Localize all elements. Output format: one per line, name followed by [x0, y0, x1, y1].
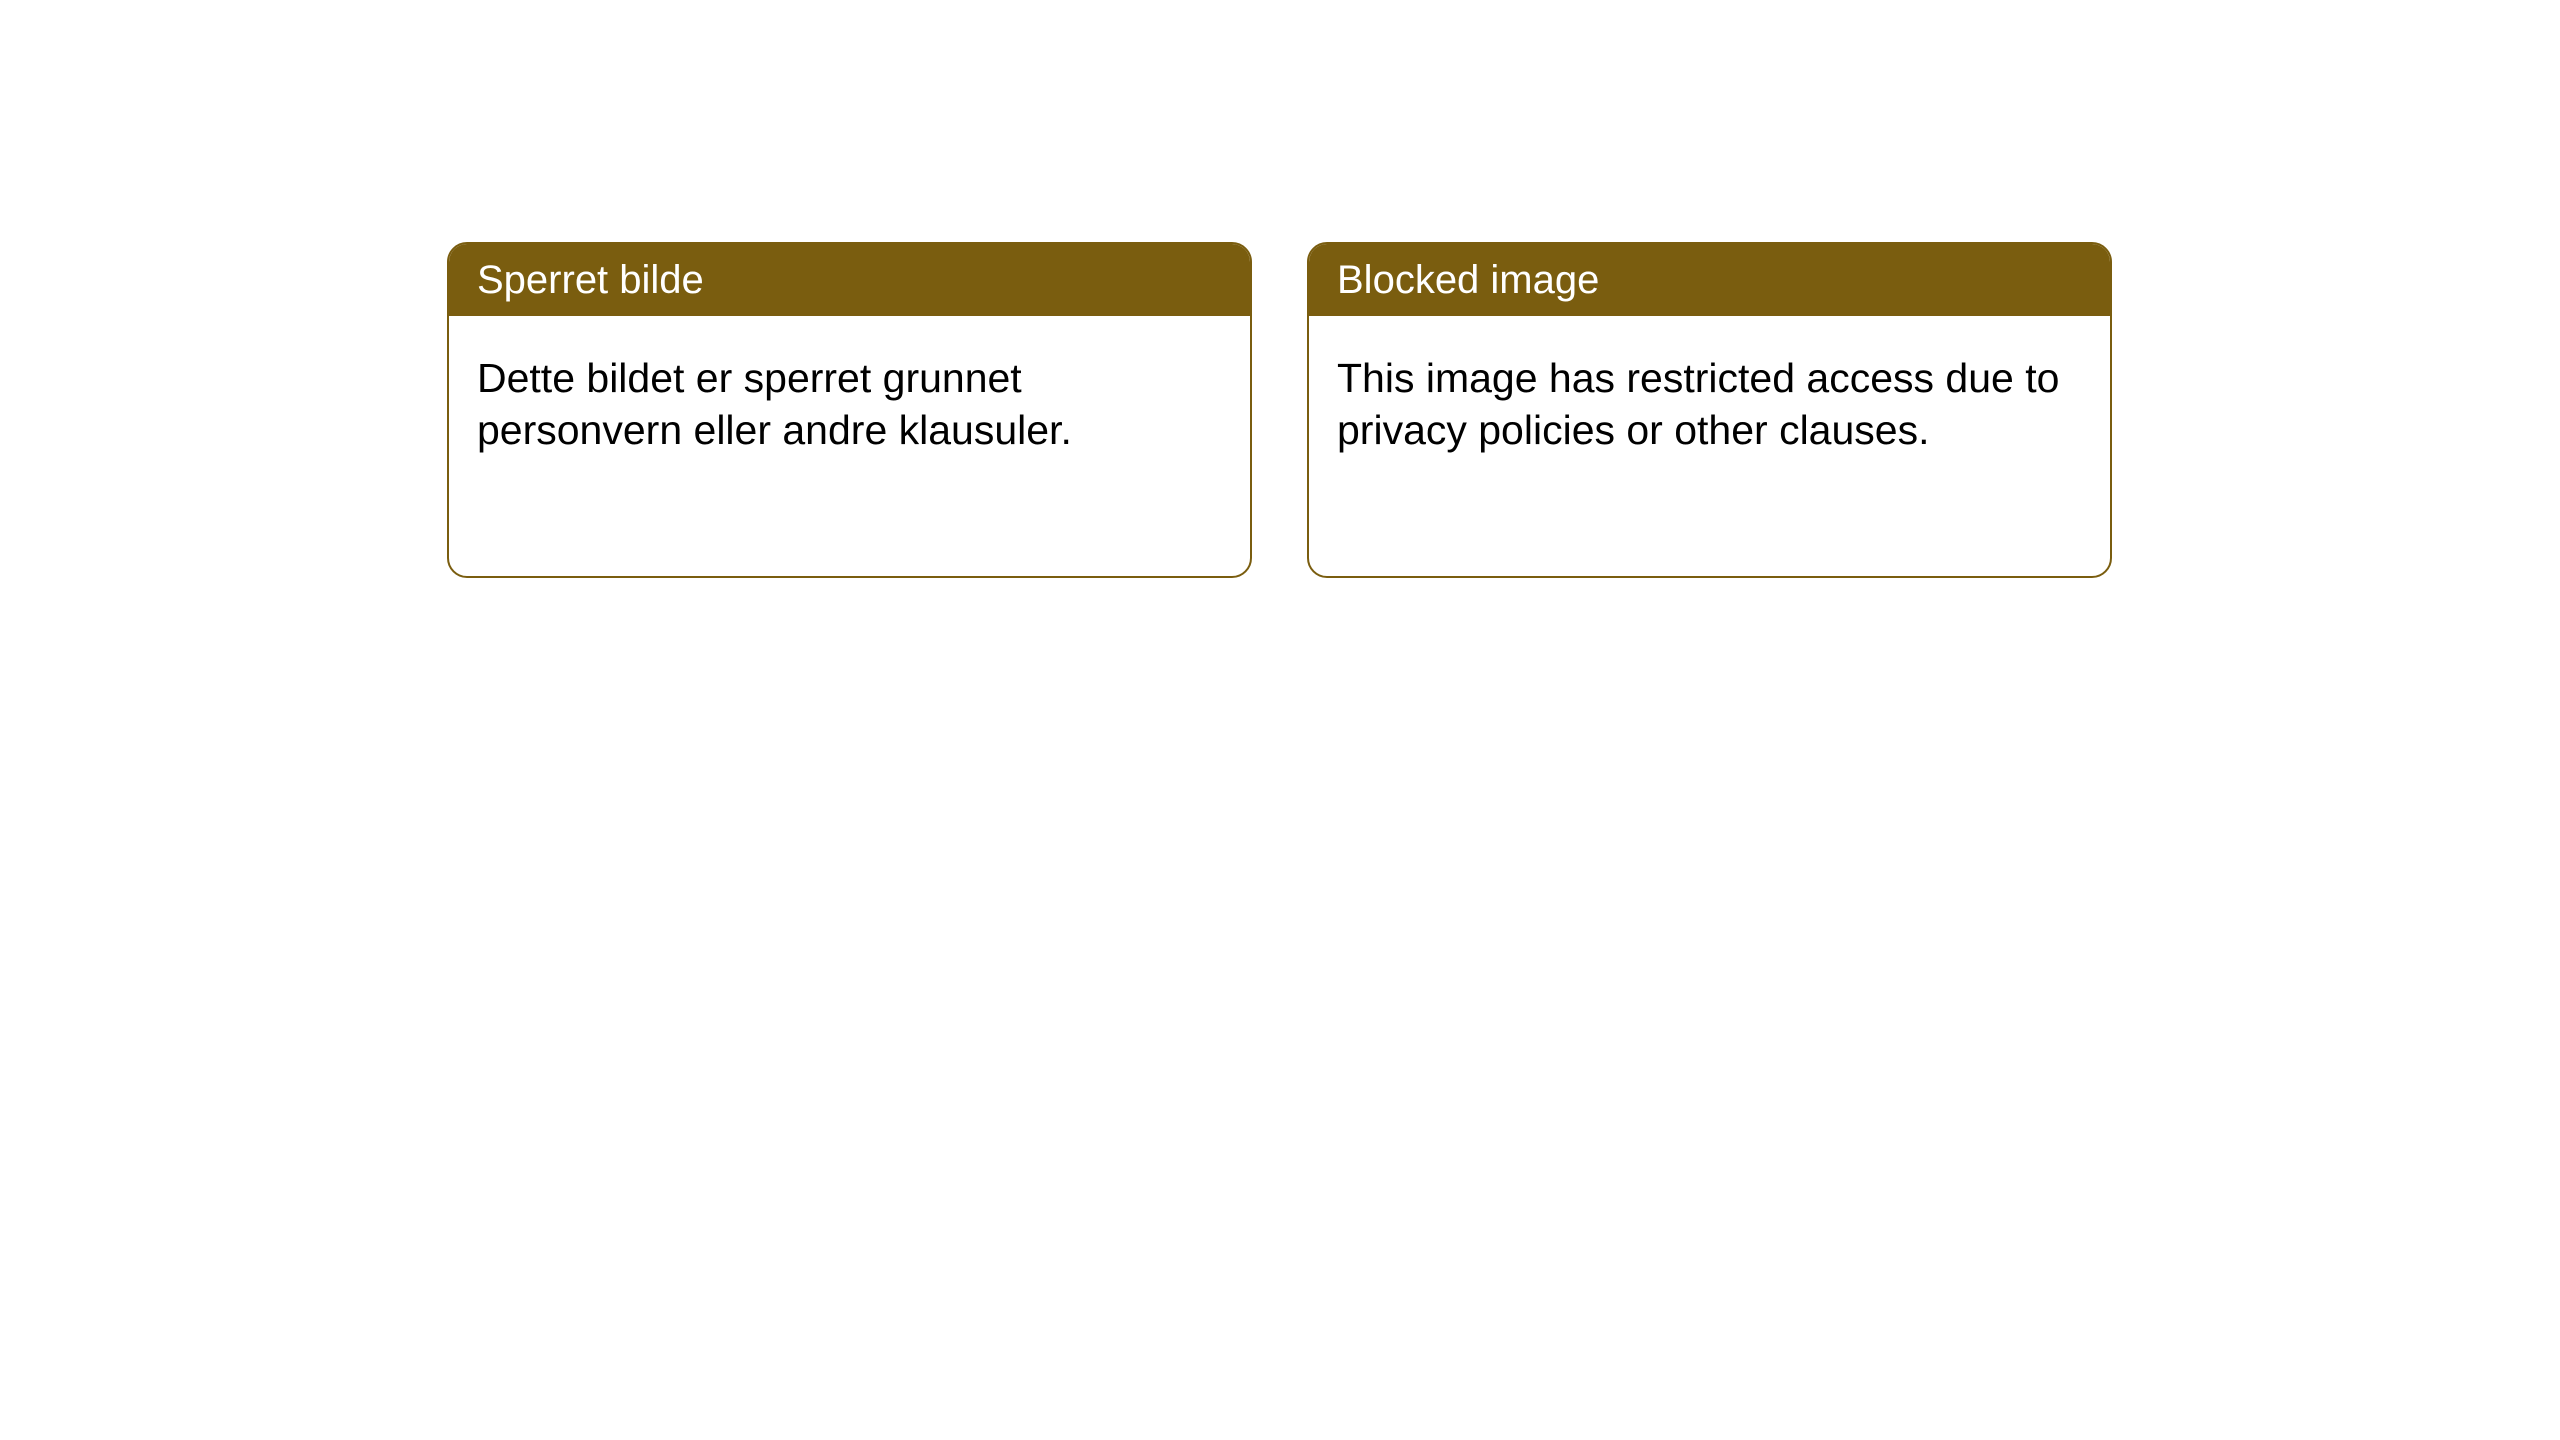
- blocked-image-card-norwegian: Sperret bilde Dette bildet er sperret gr…: [447, 242, 1252, 578]
- blocked-image-card-english: Blocked image This image has restricted …: [1307, 242, 2112, 578]
- card-body-norwegian: Dette bildet er sperret grunnet personve…: [449, 316, 1250, 493]
- cards-container: Sperret bilde Dette bildet er sperret gr…: [0, 0, 2560, 578]
- card-header-english: Blocked image: [1309, 244, 2110, 316]
- card-header-norwegian: Sperret bilde: [449, 244, 1250, 316]
- card-body-english: This image has restricted access due to …: [1309, 316, 2110, 493]
